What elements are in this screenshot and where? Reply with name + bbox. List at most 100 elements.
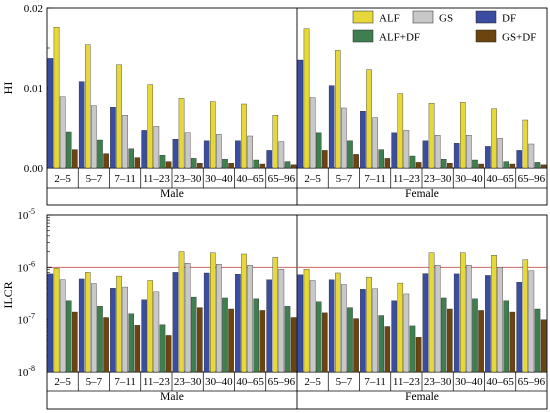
bar-gs-df-female-6 [509, 311, 516, 373]
category-label: 7–11 [114, 173, 136, 185]
legend-label-alf: ALF [379, 13, 400, 25]
category-label: 23–30 [424, 376, 452, 388]
bar-df-male-7 [266, 150, 272, 169]
category-label: 65–96 [268, 173, 296, 185]
bar-alf-df-female-5 [472, 298, 478, 373]
bar-alf-df-male-4 [190, 296, 197, 373]
y-tick-label: 0.02 [24, 3, 43, 15]
bar-alf-female-1 [335, 50, 341, 169]
bar-df-female-3 [391, 300, 397, 373]
bar-gs-df-male-7 [290, 317, 297, 373]
category-label: 11–23 [393, 173, 421, 185]
bar-alf-male-6 [241, 103, 247, 169]
bar-df-male-7 [266, 279, 272, 373]
bar-alf-df-female-4 [440, 159, 447, 169]
bar-df-female-2 [360, 111, 366, 169]
bar-gs-male-1 [91, 105, 97, 169]
category-label: 40–65 [236, 376, 264, 388]
bar-gs-df-female-5 [478, 163, 484, 169]
bar-gs-df-female-3 [415, 162, 422, 169]
bar-df-male-3 [141, 299, 147, 373]
category-label: 65–96 [518, 173, 546, 185]
bar-gs-male-2 [122, 115, 128, 169]
bar-alf-female-0 [303, 269, 310, 373]
bar-alf-df-female-5 [472, 159, 478, 169]
bar-gs-df-female-2 [384, 326, 391, 373]
category-label: 2–5 [54, 173, 71, 185]
group-label-male: Male [160, 391, 184, 403]
category-label: 65–96 [518, 376, 546, 388]
bar-alf-male-1 [84, 44, 91, 169]
category-label: 40–65 [486, 173, 514, 185]
bar-gs-male-0 [59, 279, 66, 373]
group-label-female: Female [405, 188, 439, 200]
bar-df-male-4 [172, 139, 179, 169]
bar-df-female-1 [328, 85, 335, 169]
category-label: 2–5 [54, 376, 71, 388]
y-tick-label: 0.00 [24, 163, 44, 175]
legend-label-df: DF [502, 13, 516, 25]
bar-alf-male-2 [116, 275, 122, 373]
category-label: 11–23 [143, 173, 171, 185]
bar-alf-female-3 [397, 282, 404, 373]
bar-alf-male-3 [147, 280, 154, 373]
bar-df-male-3 [141, 130, 147, 169]
bar-alf-female-3 [397, 93, 404, 169]
bar-gs-male-6 [247, 135, 253, 169]
bar-df-male-6 [235, 140, 241, 169]
bar-gs-female-7 [528, 270, 535, 373]
bar-gs-df-male-1 [103, 317, 109, 373]
bar-df-male-5 [203, 140, 210, 169]
bar-gs-female-2 [372, 117, 378, 169]
bar-alf-female-1 [335, 272, 341, 373]
bar-df-female-1 [328, 279, 335, 373]
bar-df-female-2 [360, 289, 366, 373]
legend-swatch-gs-df [475, 29, 497, 43]
bar-df-female-7 [516, 150, 522, 169]
bar-alf-df-male-0 [65, 131, 72, 169]
bar-alf-female-7 [522, 259, 529, 373]
bar-df-male-1 [78, 278, 85, 373]
bar-gs-female-0 [309, 280, 316, 373]
category-label: 40–65 [236, 173, 264, 185]
bar-df-male-2 [110, 107, 116, 169]
category-label: 2–5 [304, 376, 321, 388]
bar-alf-df-male-6 [253, 298, 260, 373]
y-tick-label: 0.01 [24, 83, 43, 95]
bar-gs-male-5 [216, 263, 222, 373]
group-label-female: Female [405, 391, 439, 403]
bar-gs-df-male-6 [259, 163, 266, 169]
legend-swatch-df [475, 10, 497, 24]
bar-gs-df-female-2 [384, 158, 391, 169]
legend-label-alf-df: ALF+DF [379, 32, 420, 44]
bar-df-male-1 [78, 81, 85, 169]
legend: ALF GS DF ALF+DF GS+DF [352, 10, 536, 44]
bar-alf-df-male-7 [284, 161, 291, 169]
category-label: 11–23 [143, 376, 171, 388]
bar-alf-df-male-5 [222, 159, 228, 169]
bar-alf-female-2 [366, 276, 372, 373]
bar-gs-female-3 [403, 130, 410, 169]
category-label: 30–40 [455, 376, 483, 388]
category-label: 7–11 [114, 376, 136, 388]
bar-alf-female-0 [303, 28, 310, 169]
bar-gs-male-7 [278, 141, 285, 169]
bar-gs-female-6 [497, 267, 503, 373]
bar-gs-male-6 [247, 264, 253, 373]
bar-df-female-5 [453, 143, 460, 169]
bar-alf-df-male-1 [97, 306, 103, 373]
bar-gs-df-female-1 [353, 154, 359, 169]
bar-gs-female-6 [497, 138, 503, 169]
bar-df-male-0 [47, 273, 54, 373]
bar-gs-df-male-5 [228, 308, 234, 373]
bar-df-female-7 [516, 282, 522, 373]
bar-alf-female-4 [428, 103, 435, 169]
y-axis-title: ILCR [1, 281, 15, 308]
bar-alf-df-female-2 [378, 149, 385, 169]
bar-gs-female-1 [341, 284, 347, 373]
legend-swatch-alf [352, 10, 374, 24]
bar-gs-df-male-4 [197, 163, 203, 169]
bar-df-female-4 [422, 140, 429, 169]
bar-alf-male-7 [272, 257, 279, 373]
